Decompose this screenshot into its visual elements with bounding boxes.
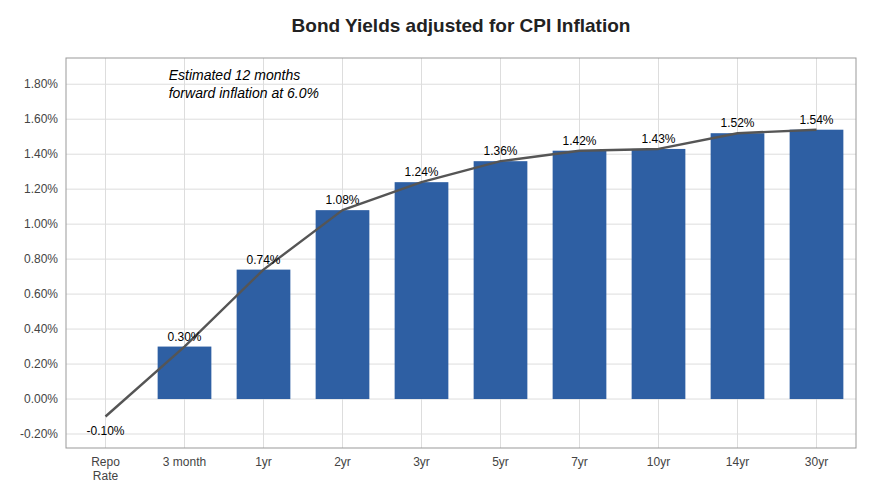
y-tick-label: 1.60% [24,112,58,126]
data-label: 1.54% [799,113,833,127]
x-tick-label-line: 3 month [163,455,206,469]
line [106,130,817,417]
y-tick-label: 0.40% [24,322,58,336]
y-tick-label: 1.80% [24,77,58,91]
x-tick-label: 2yr [334,455,351,469]
data-label: 1.08% [325,193,359,207]
x-tick-label: 3 month [163,455,206,469]
x-tick-label-line: 1yr [255,455,272,469]
bar [316,210,370,399]
bar [474,161,528,399]
x-tick-label: 14yr [726,455,749,469]
x-grid-line [105,58,106,448]
data-label: 1.24% [404,165,438,179]
chart: Bond Yields adjusted for CPI Inflation -0… [0,0,871,504]
x-tick-label-line: 5yr [492,455,509,469]
grid [66,58,856,448]
y-tick-label: 0.20% [24,357,58,371]
y-tick-label: 0.60% [24,287,58,301]
y-tick-label: 1.00% [24,217,58,231]
data-label: 0.30% [167,330,201,344]
x-tick-label: 1yr [255,455,272,469]
data-label: 1.42% [562,134,596,148]
data-labels: 0.30% 0.74% 1.08% 1.24% 1.36% 1.42% 1.43% 1.52%… [86,113,833,438]
marks [106,130,844,417]
x-tick-label-line: 2yr [334,455,351,469]
annotation-line: forward inflation at 6.0% [169,85,319,101]
data-label: 1.36% [483,144,517,158]
x-tick-label: 30yr [805,455,828,469]
bar [158,347,212,399]
x-tick-label-line: 3yr [413,455,430,469]
data-label: 1.52% [720,116,754,130]
annotation: Estimated 12 months forward inflation at … [169,67,319,101]
x-tick-label: 5yr [492,455,509,469]
y-tick-label: 0.80% [24,252,58,266]
data-label: 0.74% [246,253,280,267]
y-tick-label: 1.20% [24,182,58,196]
bar [395,182,449,399]
x-tick-label-line: 10yr [647,455,670,469]
x-tick-label-line: 30yr [805,455,828,469]
x-tick-label: RepoRate [91,455,120,483]
x-tick-label-line: Repo [91,455,120,469]
bar [711,133,765,399]
bar [790,130,844,399]
bar [553,151,607,399]
annotation-line: Estimated 12 months [169,67,301,83]
y-tick-label: 1.40% [24,147,58,161]
x-tick-label-line: Rate [93,469,119,483]
x-tick-label-line: 7yr [571,455,588,469]
data-label: -0.10% [86,424,124,438]
page: {"chart_data": {"type": "bar", "title": … [0,0,871,504]
y-tick-label: -0.20% [20,427,58,441]
bar [632,149,686,399]
title: Bond Yields adjusted for CPI Inflation [292,15,631,36]
x-tick-label: 10yr [647,455,670,469]
x-tick-label-line: 14yr [726,455,749,469]
x-tick-label: 7yr [571,455,588,469]
y-tick-label: 0.00% [24,392,58,406]
x-tick-label: 3yr [413,455,430,469]
plot-frame [66,58,856,448]
data-label: 1.43% [641,132,675,146]
